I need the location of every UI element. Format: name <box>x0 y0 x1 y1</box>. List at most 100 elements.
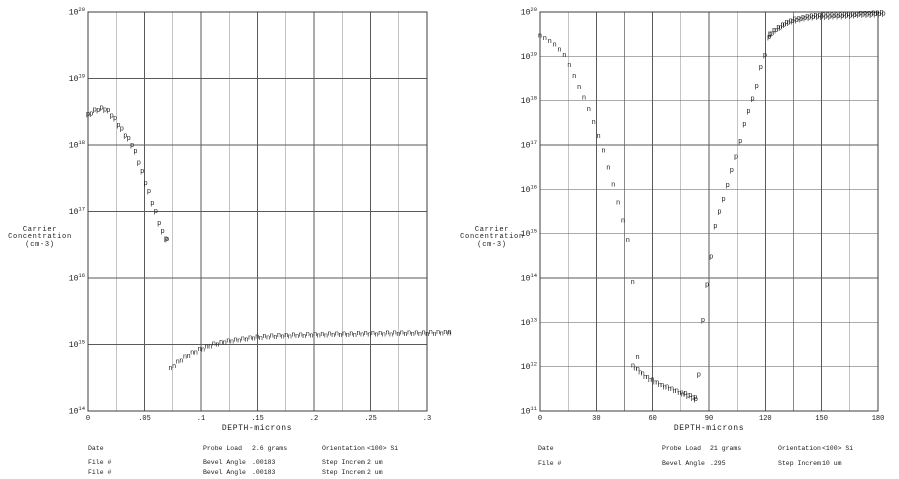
data-marker: p <box>778 24 782 32</box>
meta-cell: Step Increm <box>322 459 365 466</box>
data-marker: n <box>223 340 227 348</box>
data-marker: p <box>717 208 721 216</box>
meta-cell: 2 um <box>367 469 383 476</box>
data-marker: n <box>168 365 172 373</box>
data-marker: n <box>655 379 659 387</box>
data-marker: p <box>801 14 805 22</box>
y-tick-label: 1015 <box>69 339 85 351</box>
data-marker: p <box>846 11 850 19</box>
data-marker: n <box>367 332 371 340</box>
data-marker: n <box>680 390 684 398</box>
data-marker: n <box>230 338 234 346</box>
y-tick-label: 1016 <box>521 183 537 195</box>
metadata-table-right: Date Probe Load 21 grams Orientation <100> S… <box>538 444 888 468</box>
data-marker: n <box>432 331 436 339</box>
data-marker: n <box>324 332 328 340</box>
x-tick-label: .3 <box>423 415 431 423</box>
x-tick-label: .25 <box>364 415 377 423</box>
data-marker: p <box>768 31 772 39</box>
data-marker: n <box>179 358 183 366</box>
data-marker: n <box>252 336 256 344</box>
data-marker: p <box>750 96 754 104</box>
data-marker: n <box>237 337 241 345</box>
y-axis-title-line: Concentration <box>460 233 524 242</box>
meta-cell: Bevel Angle <box>203 459 246 466</box>
gridlines <box>88 12 427 411</box>
data-marker: n <box>360 332 364 340</box>
data-marker: p <box>782 22 786 30</box>
data-marker: n <box>411 331 415 339</box>
data-marker: n <box>183 354 187 362</box>
data-marker: n <box>241 335 245 343</box>
meta-cell: <100> Si <box>367 445 399 452</box>
data-marker: n <box>215 341 219 349</box>
data-marker: n <box>440 331 444 339</box>
data-marker: n <box>641 370 645 378</box>
y-axis-title-line: Concentration <box>8 233 72 242</box>
y-axis-title-line: Carrier <box>22 226 58 234</box>
data-marker: n <box>244 337 248 345</box>
data-marker: n <box>665 384 669 392</box>
data-marker: p <box>873 11 877 19</box>
data-marker: n <box>205 343 209 351</box>
data-marker: n <box>436 329 440 337</box>
data-marker: p <box>722 196 726 204</box>
data-marker: p <box>137 159 141 167</box>
data-marker: n <box>592 119 596 127</box>
meta-cell: Date <box>88 445 104 452</box>
x-tick-label: .2 <box>310 415 318 423</box>
meta-cell: 21 grams <box>710 445 742 452</box>
data-marker: p <box>840 13 844 21</box>
data-marker: p <box>120 125 124 133</box>
meta-cell: Probe Load <box>662 445 702 452</box>
data-marker: n <box>611 182 615 190</box>
data-marker: p <box>824 13 828 21</box>
meta-cell: Bevel Angle <box>203 469 246 476</box>
data-marker: p <box>789 17 793 25</box>
data-marker: n <box>606 164 610 172</box>
meta-cell: Step Increm <box>778 460 821 467</box>
data-marker: n <box>385 330 389 338</box>
data-marker: n <box>407 329 411 337</box>
y-tick-label: 1011 <box>521 405 538 417</box>
data-marker: n <box>553 42 557 50</box>
data-marker: n <box>429 329 433 337</box>
data-marker: n <box>288 333 292 341</box>
y-tick-label: 1020 <box>521 6 537 18</box>
data-marker: n <box>648 377 652 385</box>
data-marker: p <box>820 13 824 21</box>
data-marker: p <box>772 27 776 35</box>
data-marker: n <box>270 333 274 341</box>
data-marker: p <box>865 12 869 20</box>
data-marker: p <box>879 9 883 17</box>
data-marker: n <box>414 329 418 337</box>
data-marker: n <box>299 331 303 339</box>
data-marker: n <box>443 329 447 337</box>
data-marker: n <box>626 237 630 245</box>
meta-cell: Probe Load <box>203 445 243 452</box>
data-marker: p <box>871 10 875 18</box>
data-marker: p <box>147 188 151 196</box>
data-marker: p <box>763 52 767 60</box>
data-marker: p <box>855 10 859 18</box>
y-tick-label: 1015 <box>521 228 537 240</box>
data-marker: p <box>863 10 867 18</box>
data-marker: p <box>787 20 791 28</box>
data-marker: p <box>96 107 100 115</box>
data-marker: n <box>557 46 561 54</box>
data-marker: p <box>853 12 857 20</box>
data-marker: n <box>389 331 393 339</box>
y-tick-label: 1017 <box>521 139 537 151</box>
data-marker: p <box>793 16 797 24</box>
data-marker: p <box>770 30 774 38</box>
data-marker: n <box>190 349 194 357</box>
data-marker: p <box>869 11 873 19</box>
data-marker: n <box>633 366 637 374</box>
x-tick-label: .15 <box>251 415 264 423</box>
x-tick-label: 0 <box>538 415 542 423</box>
data-marker: p <box>809 13 813 21</box>
data-marker: n <box>543 35 547 43</box>
y-axis-title-left: Carrier Concentration (cm-3) <box>0 226 80 249</box>
data-marker: p <box>784 19 788 27</box>
